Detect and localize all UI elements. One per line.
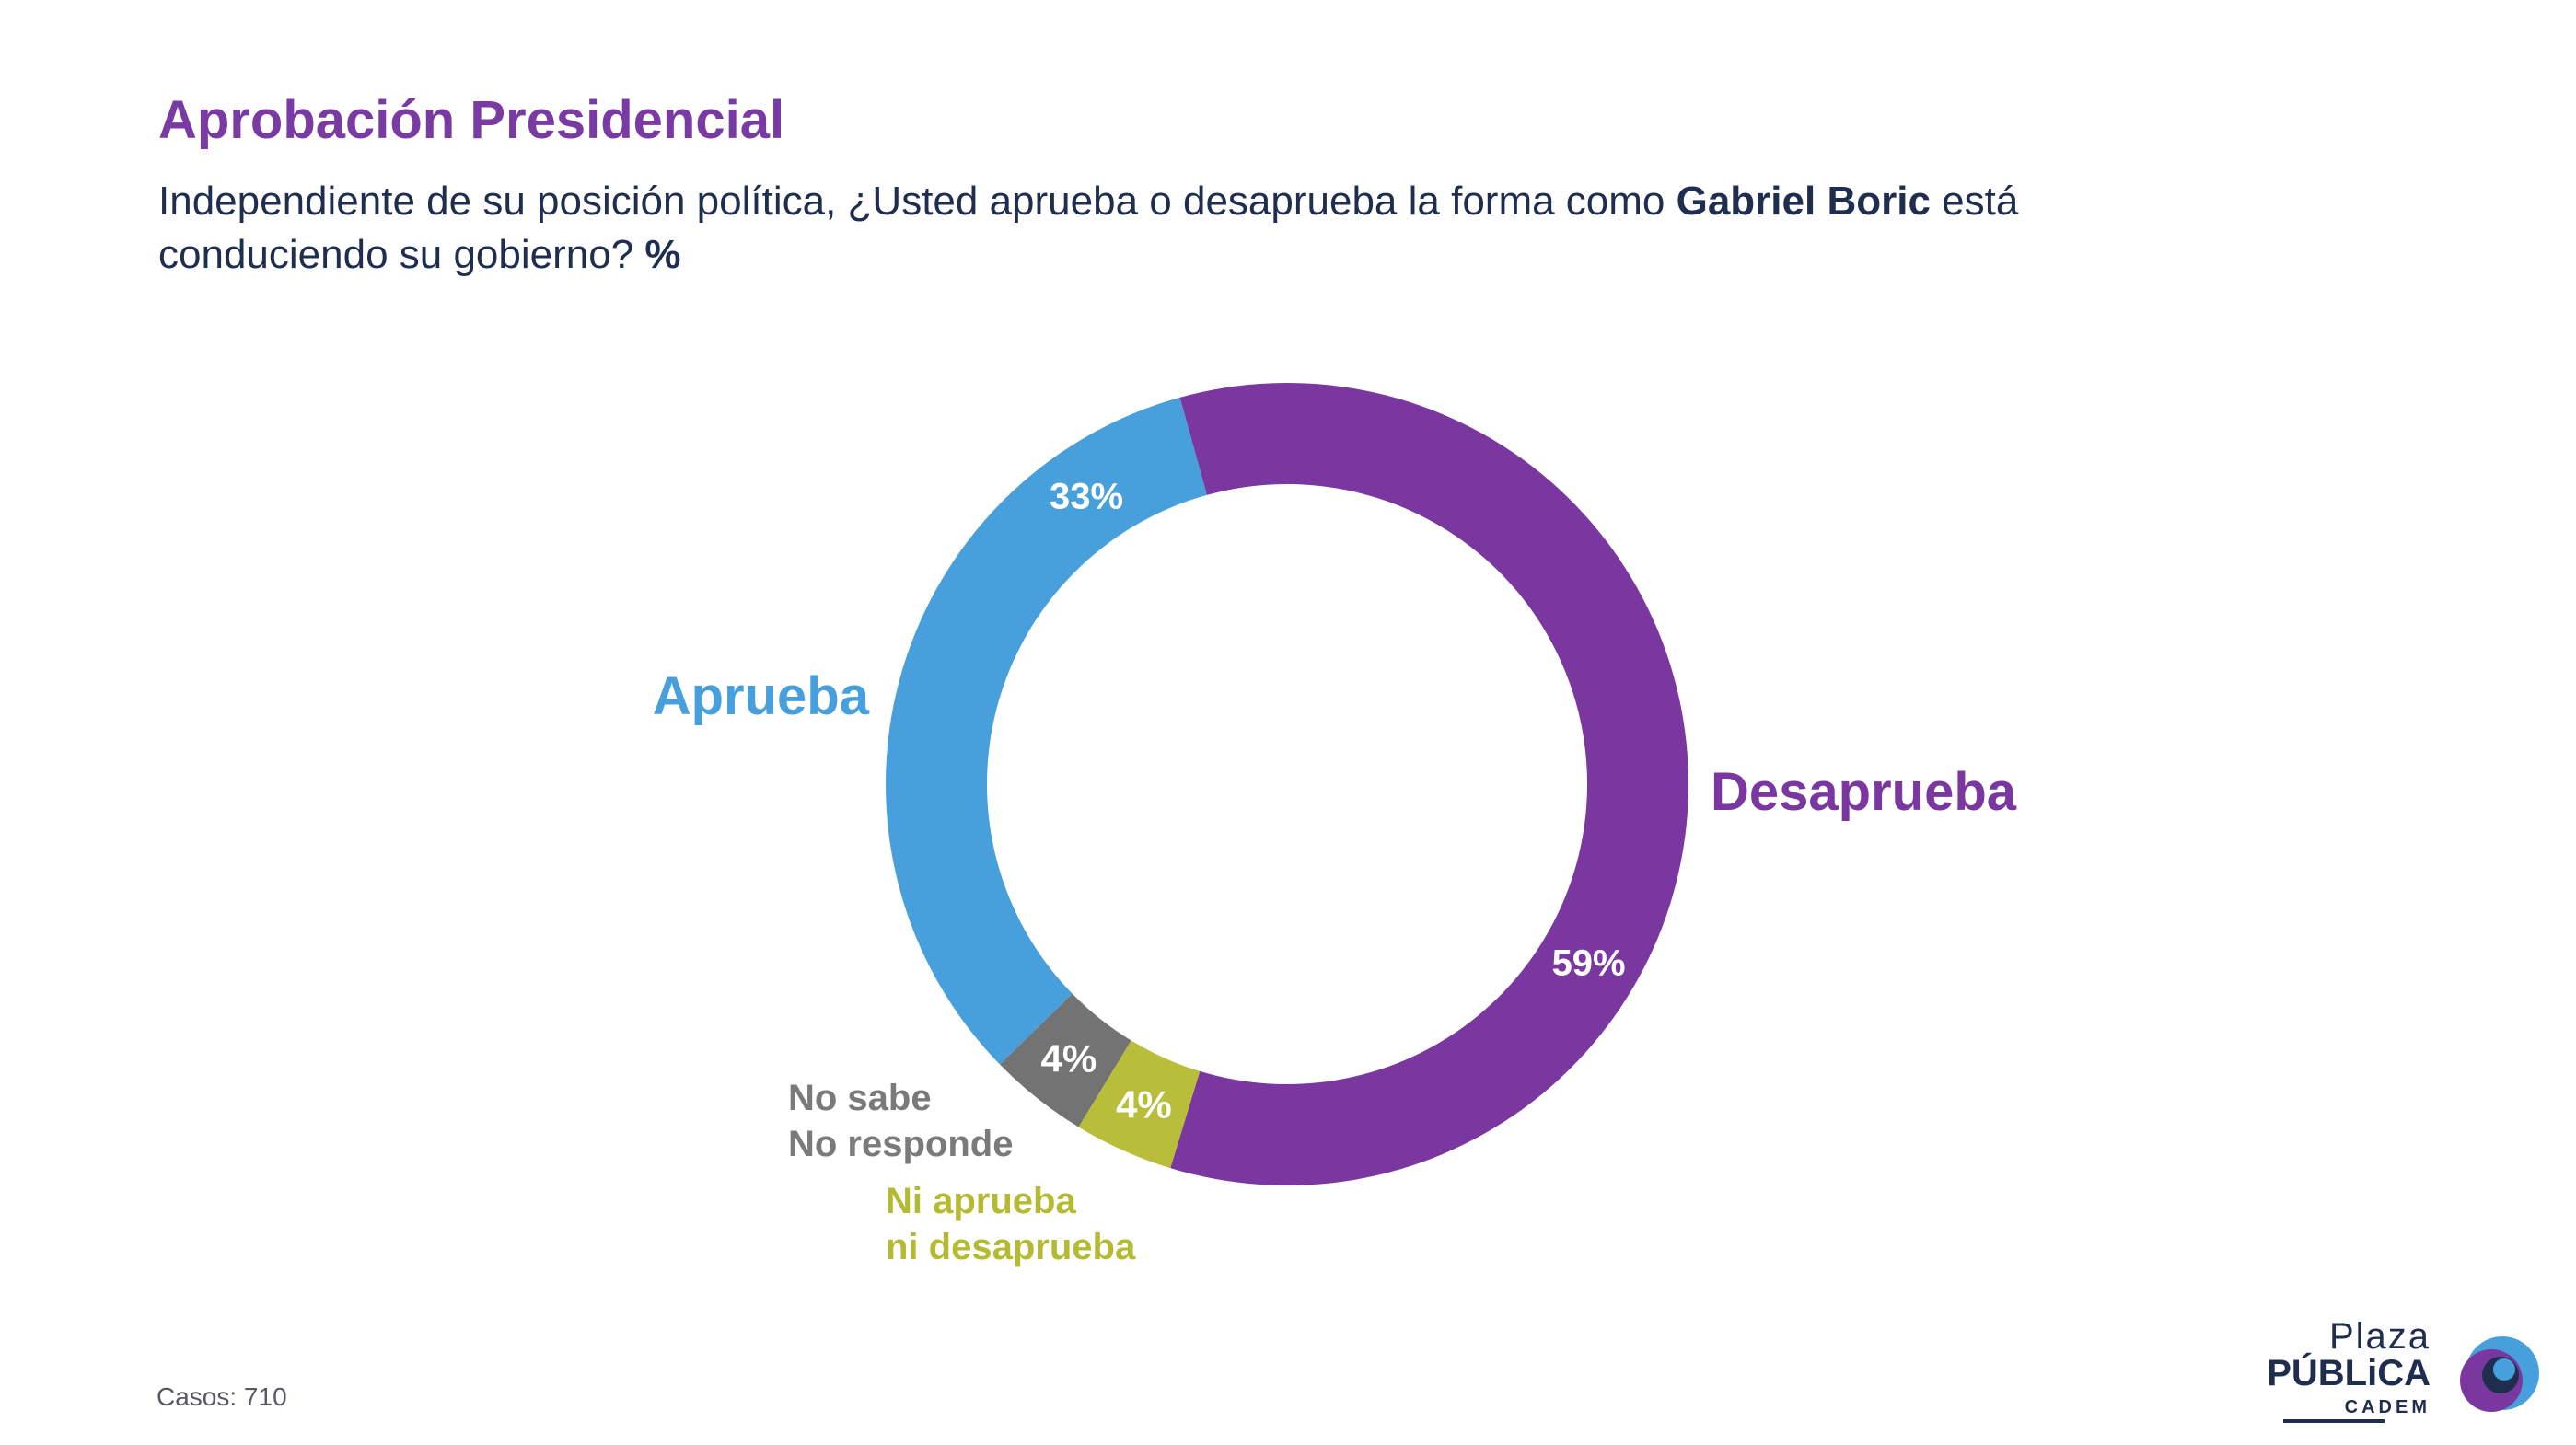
donut-category-label-desaprueba: Desaprueba <box>1711 762 2017 822</box>
donut-category-label-line: Ni aprueba <box>886 1181 1076 1221</box>
donut-slice-desaprueba <box>1170 383 1688 1185</box>
donut-slices <box>886 383 1688 1185</box>
donut-slice-ni-aprueba-ni-desaprueba <box>1078 1040 1201 1169</box>
donut-category-labels: Desaprueba Ni aprueba ni desaprueba No sabe… <box>653 666 2017 1267</box>
plaza-publica-cadem-logo: Plaza PÚBLiCA CADEM <box>2267 1316 2550 1427</box>
donut-category-label-no-sabe-no-responde: No sabe No responde <box>788 1078 1013 1164</box>
donut-category-label-aprueba: Aprueba <box>653 666 870 726</box>
donut-category-label-line: ni desaprueba <box>886 1227 1136 1267</box>
page-subtitle: Independiente de su posición política, ¿… <box>158 175 2230 282</box>
donut-slice-aprueba <box>886 397 1207 1065</box>
logo-swirl-icon <box>2460 1336 2539 1412</box>
donut-category-label-ni-aprueba-ni-desaprueba: Ni aprueba ni desaprueba <box>886 1181 1136 1267</box>
logo-text-plaza: Plaza <box>2328 1316 2431 1357</box>
donut-value-label-no-sabe-no-responde: 4% <box>1040 1037 1097 1081</box>
donut-category-label-line: Desaprueba <box>1711 762 2017 822</box>
logo-underline <box>2283 1419 2385 1423</box>
donut-value-label-ni-aprueba-ni-desaprueba: 4% <box>1116 1082 1172 1126</box>
donut-category-label-line: No sabe <box>788 1078 932 1118</box>
donut-category-label-line: No responde <box>788 1124 1013 1164</box>
logo-text-cadem: CADEM <box>2344 1397 2431 1417</box>
page-title: Aprobación Presidencial <box>158 90 785 150</box>
subtitle-president-name: Gabriel Boric <box>1676 179 1931 224</box>
subtitle-question-start: Independiente de su posición política, ¿… <box>158 179 1677 224</box>
logo-text-publica: PÚBLiCA <box>2267 1353 2431 1393</box>
donut-category-label-line: Aprueba <box>653 666 870 726</box>
cases-note: Casos: 710 <box>157 1382 287 1411</box>
donut-slice-no-sabe-no-responde <box>999 993 1131 1127</box>
donut-value-label-desaprueba: 59% <box>1552 943 1626 984</box>
subtitle-unit: % <box>644 232 681 277</box>
subtitle-question-end: está conduciendo su gobierno? <box>158 179 2019 277</box>
donut-value-label-aprueba: 33% <box>1050 477 1123 517</box>
donut-value-labels: 59% 4% 4% 33% <box>1040 477 1625 1127</box>
